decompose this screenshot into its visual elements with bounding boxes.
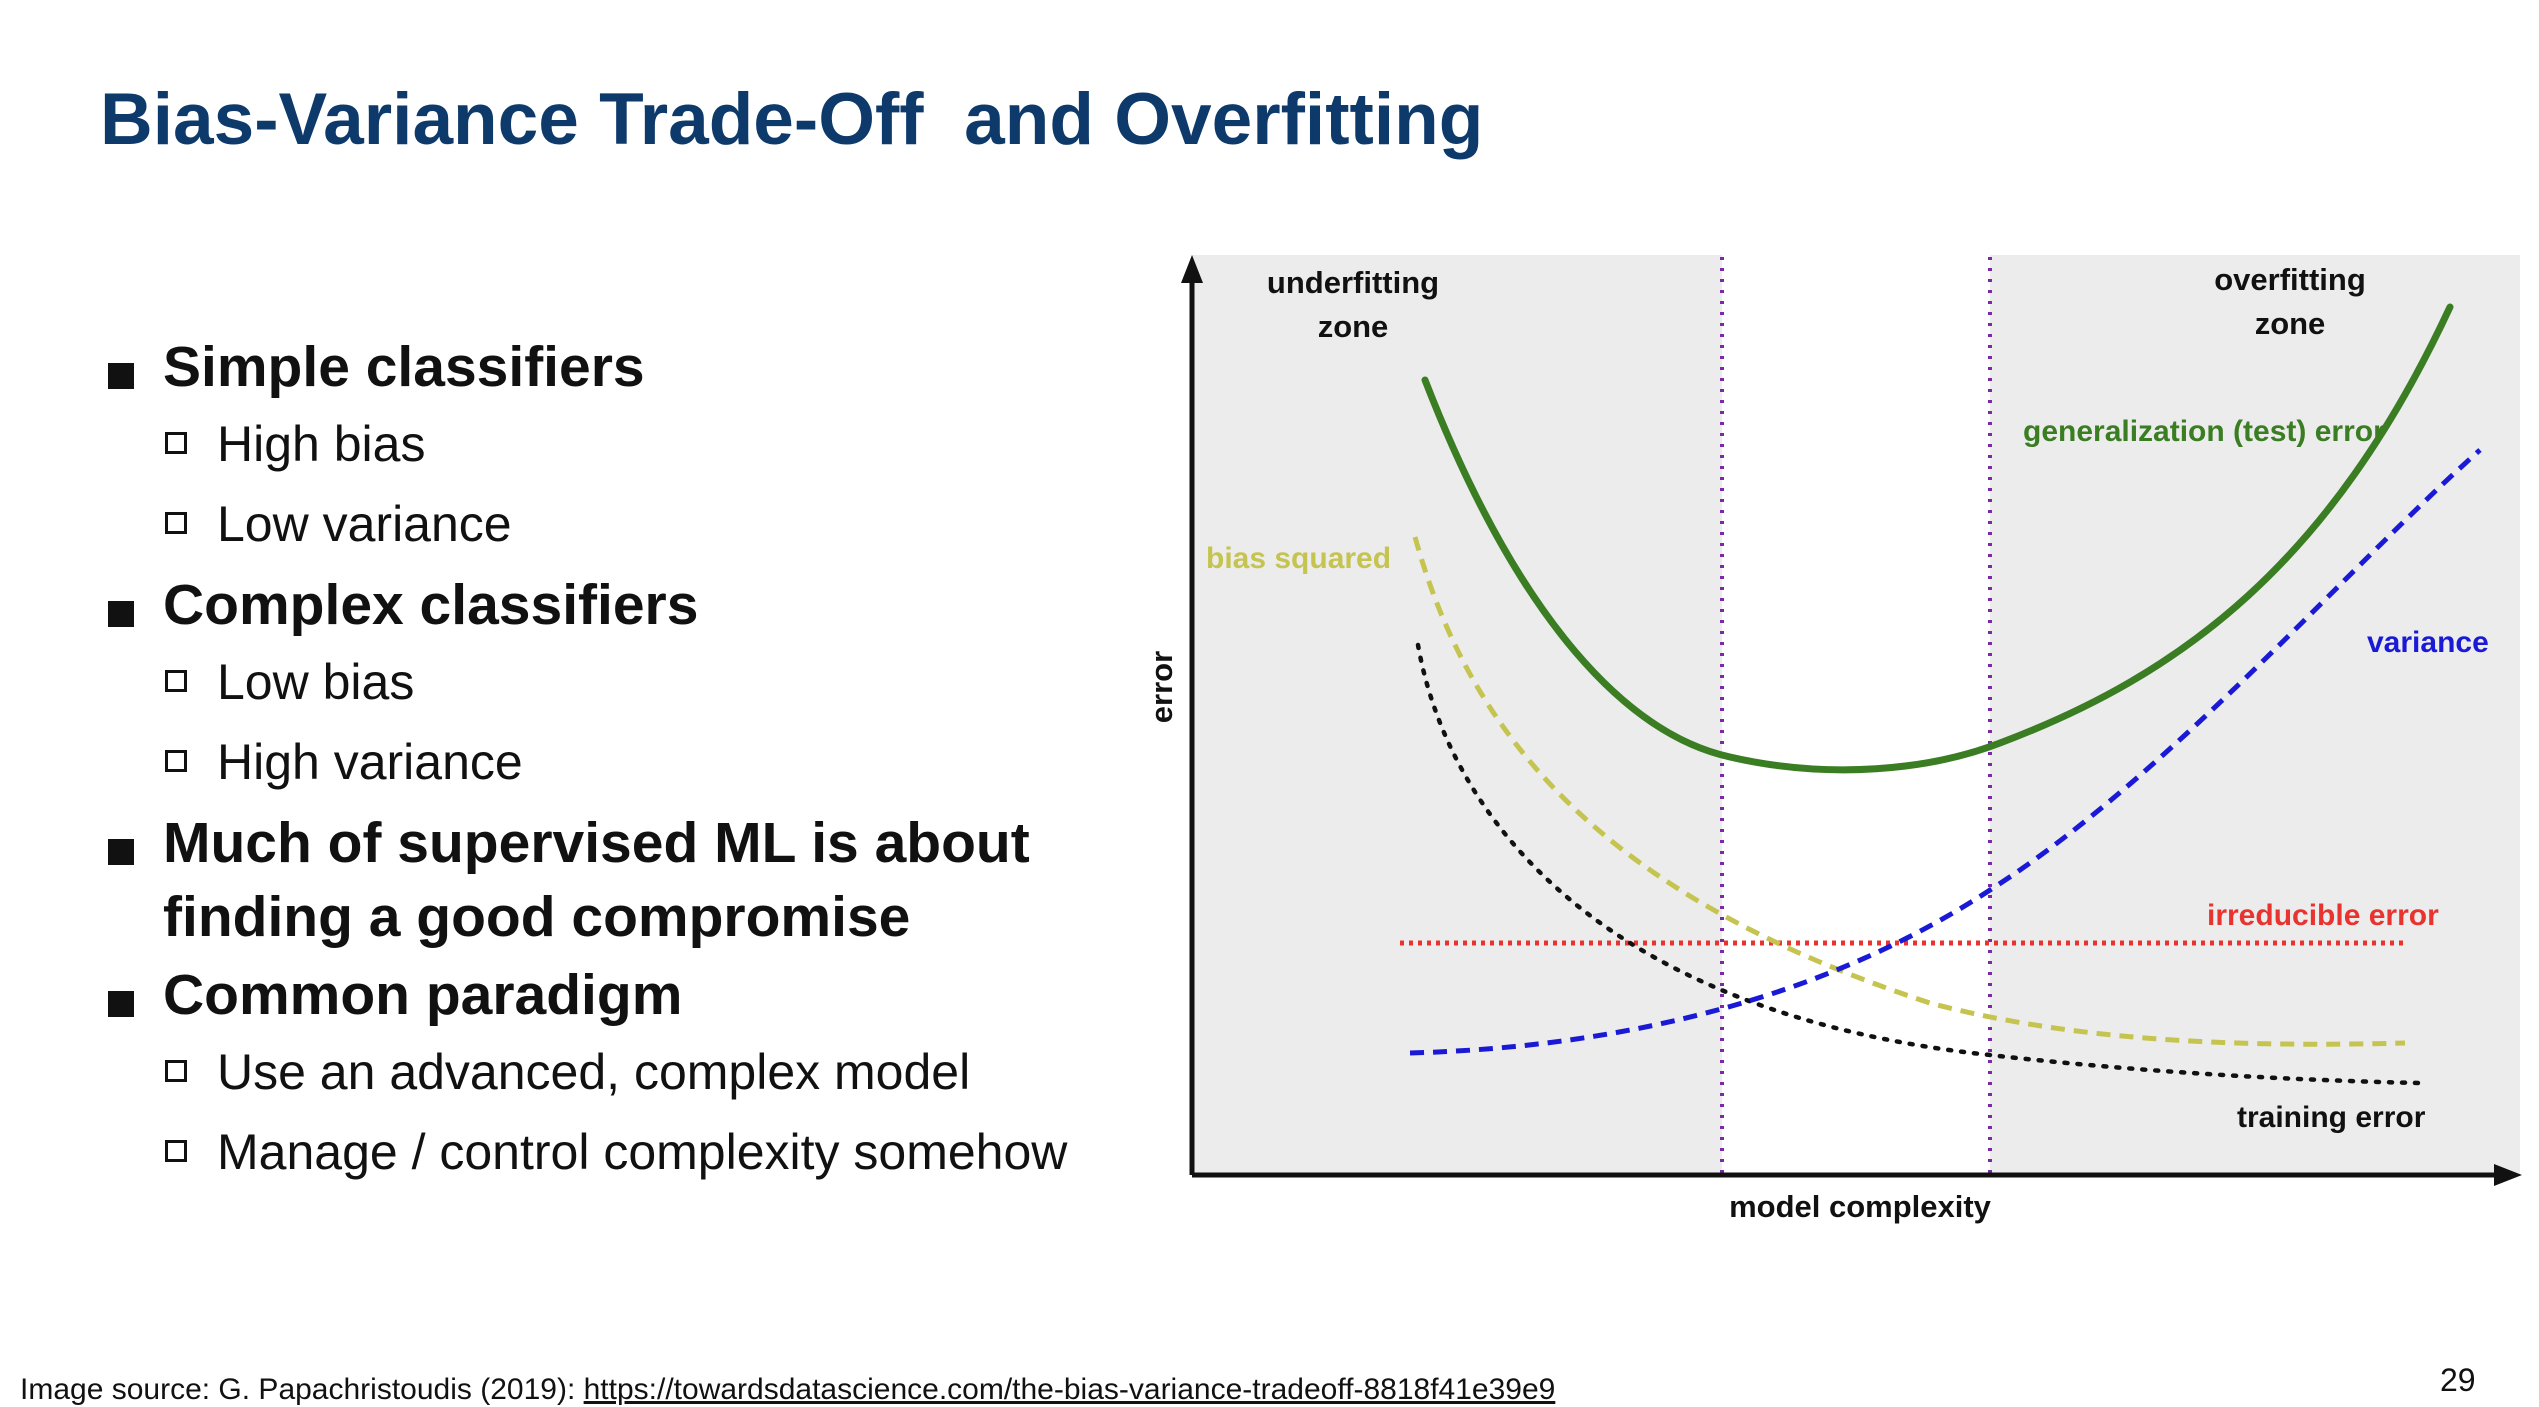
overfitting-zone-bg — [1990, 255, 2520, 1175]
sub-bullet-high-bias: High bias — [105, 404, 1165, 484]
sub-bullet-high-variance: High variance — [105, 722, 1165, 802]
variance-curve — [1409, 448, 2482, 1056]
square-bullet-icon — [108, 839, 134, 865]
bias-squared-curve — [1412, 536, 2406, 1047]
generalization-error-curve — [1421, 303, 2454, 774]
underfitting-zone-label-line2: zone — [1318, 309, 1389, 344]
training-error-label: training error — [2237, 1101, 2426, 1134]
image-source-link[interactable]: https://towardsdatascience.com/the-bias-… — [583, 1373, 1556, 1406]
hollow-square-bullet-icon — [165, 1060, 187, 1082]
x-axis-arrow-icon — [2494, 1164, 2522, 1186]
variance-label: variance — [2367, 626, 2489, 659]
hollow-square-bullet-icon — [165, 670, 187, 692]
sub-bullet-control-complexity: Manage / control complexity somehow — [105, 1112, 1165, 1192]
image-source-footer: Image source: G. Papachristoudis (2019):… — [20, 1373, 1555, 1407]
bullet-complex-classifiers: Complex classifiers — [105, 568, 1165, 642]
underfitting-zone-bg — [1192, 255, 1722, 1175]
square-bullet-icon — [108, 991, 134, 1017]
underfitting-zone-label-line1: underfitting — [1267, 265, 1439, 300]
hollow-square-bullet-icon — [165, 750, 187, 772]
hollow-square-bullet-icon — [165, 432, 187, 454]
bullet-common-paradigm: Common paradigm — [105, 958, 1165, 1032]
hollow-square-bullet-icon — [165, 1140, 187, 1162]
bullet-list: Simple classifiers High bias Low varianc… — [105, 330, 1165, 1192]
image-source-prefix: Image source: G. Papachristoudis (2019): — [20, 1373, 584, 1406]
overfitting-zone-label-line1: overfitting — [2214, 262, 2366, 297]
sub-bullet-low-bias: Low bias — [105, 642, 1165, 722]
square-bullet-icon — [108, 601, 134, 627]
bias-squared-label: bias squared — [1206, 542, 1391, 575]
sub-bullet-low-variance: Low variance — [105, 484, 1165, 564]
training-error-curve — [1415, 642, 2423, 1086]
x-axis-label: model complexity — [1729, 1189, 1992, 1224]
square-bullet-icon — [108, 363, 134, 389]
bullet-simple-classifiers: Simple classifiers — [105, 330, 1165, 404]
irreducible-error-label: irreducible error — [2207, 899, 2439, 932]
y-axis-arrow-icon — [1181, 255, 1203, 283]
hollow-square-bullet-icon — [165, 512, 187, 534]
sub-bullet-complex-model: Use an advanced, complex model — [105, 1032, 1165, 1112]
page-number: 29 — [2440, 1362, 2476, 1398]
overfitting-zone-label-line2: zone — [2255, 306, 2326, 341]
y-axis-label: error — [1144, 651, 1179, 723]
slide-title: Bias-Variance Trade-Off and Overfitting — [100, 79, 1484, 160]
generalization-error-label: generalization (test) error — [2023, 415, 2385, 448]
bias-variance-diagram: underfitting zone overfitting zone gener… — [1144, 255, 2522, 1224]
bullet-supervised-ml-compromise: Much of supervised ML is about finding a… — [105, 806, 1165, 954]
